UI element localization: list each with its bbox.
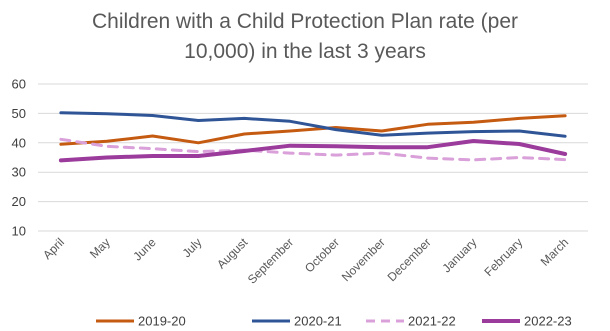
x-tick-label: February (482, 235, 526, 279)
legend-label-2022-23: 2022-23 (524, 314, 572, 329)
y-tick-label: 40 (12, 135, 26, 150)
chart-title-line-1: Children with a Child Protection Plan ra… (92, 10, 518, 33)
x-tick-label: September (245, 235, 296, 286)
series-line-2019-20 (59, 114, 567, 146)
x-tick-label: December (385, 235, 434, 284)
y-axis-ticks: 10 20 30 40 50 60 (12, 77, 26, 239)
series-line-2021-22 (59, 137, 567, 162)
series-line-2022-23 (58, 139, 568, 163)
x-tick-label: January (439, 235, 479, 275)
y-tick-label: 30 (12, 165, 26, 180)
y-tick-label: 50 (12, 106, 26, 121)
chart-title-line-2: 10,000) in the last 3 years (184, 40, 426, 63)
legend: 2019-20 2020-21 2021-22 2022-23 (96, 314, 572, 329)
x-tick-label: March (538, 235, 571, 268)
y-tick-label: 20 (12, 194, 26, 209)
x-tick-label: May (87, 235, 113, 261)
x-tick-label: April (40, 235, 67, 262)
legend-label-2020-21: 2020-21 (294, 314, 342, 329)
y-tick-label: 60 (12, 77, 26, 92)
series-lines (58, 111, 568, 163)
x-tick-label: June (130, 235, 159, 264)
series-line-2020-21 (59, 111, 567, 138)
legend-label-2021-22: 2021-22 (408, 314, 456, 329)
x-tick-label: November (339, 235, 388, 284)
y-tick-label: 10 (12, 224, 26, 239)
x-tick-label: October (302, 235, 342, 275)
x-tick-label: August (214, 235, 251, 272)
legend-label-2019-20: 2019-20 (138, 314, 186, 329)
x-tick-label: July (180, 235, 205, 260)
